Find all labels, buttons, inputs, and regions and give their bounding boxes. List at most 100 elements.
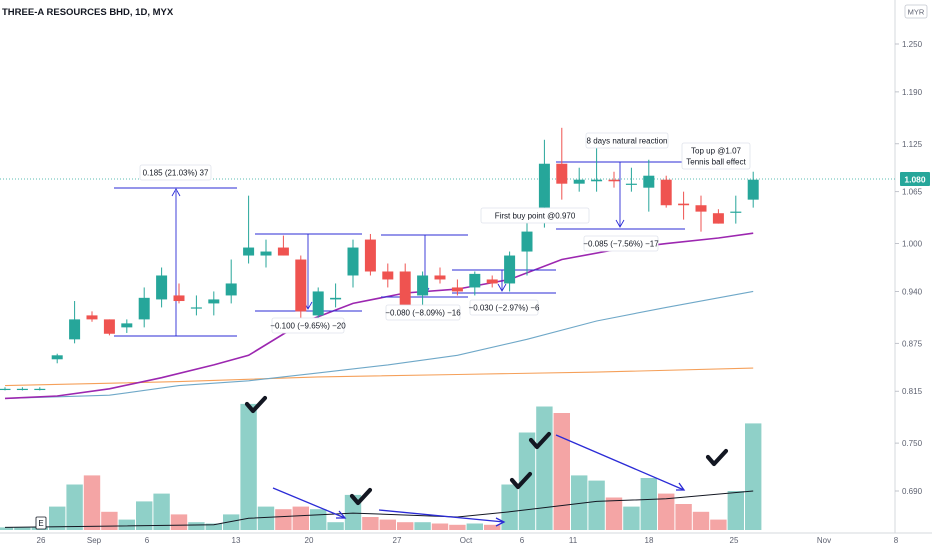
candle [121, 319, 133, 333]
volume-bar [240, 403, 257, 530]
time-tick-label: 6 [145, 536, 150, 545]
volume-bar [101, 511, 118, 530]
volume-bar [745, 423, 762, 530]
earnings-marker-label: E [38, 519, 43, 528]
time-tick-label: 20 [305, 536, 314, 545]
price-tick-label: 0.750 [902, 439, 923, 448]
candle [277, 235, 289, 256]
annotation-range-down-3: −0.030 (−2.97%) −6 [469, 304, 540, 313]
candle [190, 295, 202, 316]
chart-title: THREE-A RESOURCES BHD, 1D, MYX [2, 7, 174, 18]
time-tick-label: 11 [569, 536, 578, 545]
check-icon [528, 431, 552, 450]
volume-bar [66, 484, 83, 530]
volume-bar [379, 519, 396, 530]
candle [556, 127, 568, 200]
candle [51, 353, 63, 364]
annotation-range-up: 0.185 (21.03%) 37 [143, 169, 209, 178]
volume-ma-line [4, 490, 754, 528]
candle [625, 167, 637, 192]
volume-bar [431, 523, 449, 530]
time-tick-label: 25 [730, 536, 739, 545]
earnings-marker[interactable] [35, 516, 47, 530]
price-tick-label: 1.000 [902, 240, 923, 249]
volume-bar [292, 506, 309, 530]
volume-bar [414, 522, 431, 530]
candle [486, 275, 498, 288]
candle [504, 251, 516, 292]
candle [330, 283, 342, 308]
time-tick-label: 18 [645, 536, 654, 545]
volume-bar [118, 519, 135, 530]
candle [730, 195, 742, 224]
ma-mid-line [4, 290, 754, 399]
volume-bar [257, 506, 275, 530]
volume-bar [675, 504, 692, 530]
candle [364, 233, 376, 276]
currency-label: MYR [908, 8, 925, 17]
time-tick-label: Sep [87, 536, 102, 545]
time-tick-label: 27 [393, 536, 402, 545]
volume-bar [658, 493, 675, 530]
price-tick-label: 0.940 [902, 287, 923, 296]
volume-bar [0, 527, 14, 530]
candle [69, 301, 81, 344]
candle [225, 259, 237, 304]
candle [660, 175, 672, 208]
check-icon [349, 487, 373, 506]
annotation-top-up: Top up @1.07 [691, 147, 741, 156]
price-tick-label: 1.065 [902, 188, 923, 197]
check-icon [509, 471, 533, 490]
candle [208, 291, 220, 316]
volume-bar [83, 475, 101, 530]
candle [608, 171, 620, 188]
volume-bar [170, 514, 188, 530]
candle [103, 319, 115, 336]
volume-bar [640, 478, 657, 530]
annotation-natural-reaction: 8 days natural reaction [587, 137, 668, 146]
annotation-tennis-ball: Tennis ball effect [686, 158, 746, 167]
ma-short-line [4, 232, 754, 400]
ma-long-line [4, 367, 754, 387]
volume-bar [571, 475, 588, 530]
price-axis[interactable]: 1.250 1.190 1.125 1.065 1.000 0.940 0.875 0.815… [895, 40, 923, 496]
candle [747, 171, 759, 208]
volume-bar [153, 493, 170, 530]
time-tick-label: Oct [460, 536, 473, 545]
volume-bar [623, 506, 640, 530]
time-tick-label: 26 [37, 536, 46, 545]
price-tick-label: 0.690 [902, 487, 923, 496]
volume-bar [14, 527, 31, 530]
candle [712, 209, 724, 224]
volume-bar [49, 506, 66, 530]
volume-bar [692, 511, 710, 530]
volume-bar [205, 523, 222, 530]
candle [643, 159, 655, 212]
annotation-labels: 0.185 (21.03%) 37 −0.100 (−9.65%) −20 −0… [139, 132, 751, 334]
volume-bar [188, 522, 205, 530]
candles [0, 127, 759, 391]
volume-bar [484, 524, 501, 530]
volume-bar [136, 501, 153, 530]
time-tick-label: 6 [520, 536, 525, 545]
candle [417, 271, 429, 308]
candle [156, 267, 168, 308]
time-axis[interactable]: 26 Sep 6 13 20 27 Oct 6 11 18 25 Nov 8 [37, 536, 899, 545]
price-tick-label: 1.125 [902, 140, 923, 149]
candle [295, 255, 307, 320]
price-tick-label: 1.250 [902, 40, 923, 49]
currency-badge[interactable] [904, 4, 928, 19]
volume-bar [518, 432, 536, 530]
candle [521, 215, 533, 276]
candle [591, 143, 603, 192]
candle [469, 271, 481, 296]
volume-bar [536, 406, 553, 530]
annotation-range-down-2: −0.080 (−8.09%) −16 [385, 309, 461, 318]
annotation-first-buy: First buy point @0.970 [495, 212, 576, 221]
check-icon [244, 395, 268, 414]
volume-bar [449, 524, 466, 530]
volume-bar [605, 497, 623, 530]
annotation-range-down-4: −0.085 (−7.56%) −17 [583, 240, 659, 249]
price-tick-label: 0.875 [902, 339, 923, 348]
